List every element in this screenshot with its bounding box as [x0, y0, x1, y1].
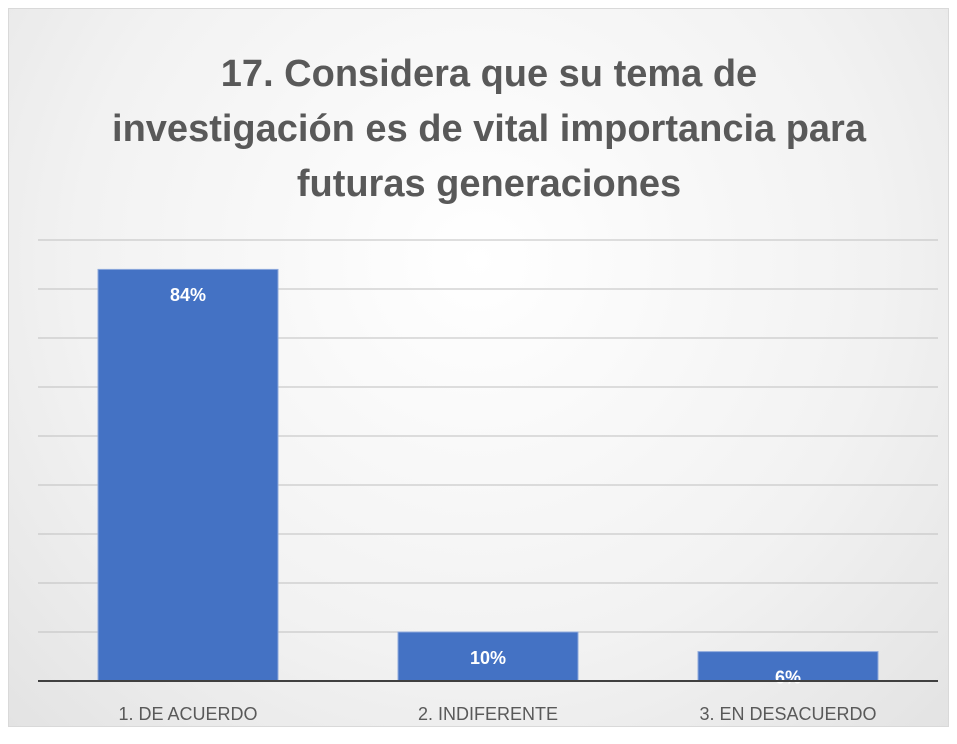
chart-area: 1. DE ACUERDO 84% 2. INDIFERENTE 10% 3. EN D… — [8, 8, 949, 727]
data-label: 84% — [170, 285, 206, 305]
bar — [697, 651, 879, 682]
chart-title: 17. Considera que su tema de investigaci… — [112, 53, 866, 205]
x-tick-label: 3. EN DESACUERDO — [699, 704, 876, 724]
bar — [97, 268, 279, 682]
bar — [397, 631, 579, 682]
data-label: 10% — [470, 648, 506, 668]
x-tick-label: 2. INDIFERENTE — [418, 704, 558, 724]
chart: 1. DE ACUERDO 84% 2. INDIFERENTE 10% 3. EN D… — [38, 239, 938, 724]
x-tick-label: 1. DE ACUERDO — [118, 704, 257, 724]
data-label: 6% — [775, 667, 801, 687]
